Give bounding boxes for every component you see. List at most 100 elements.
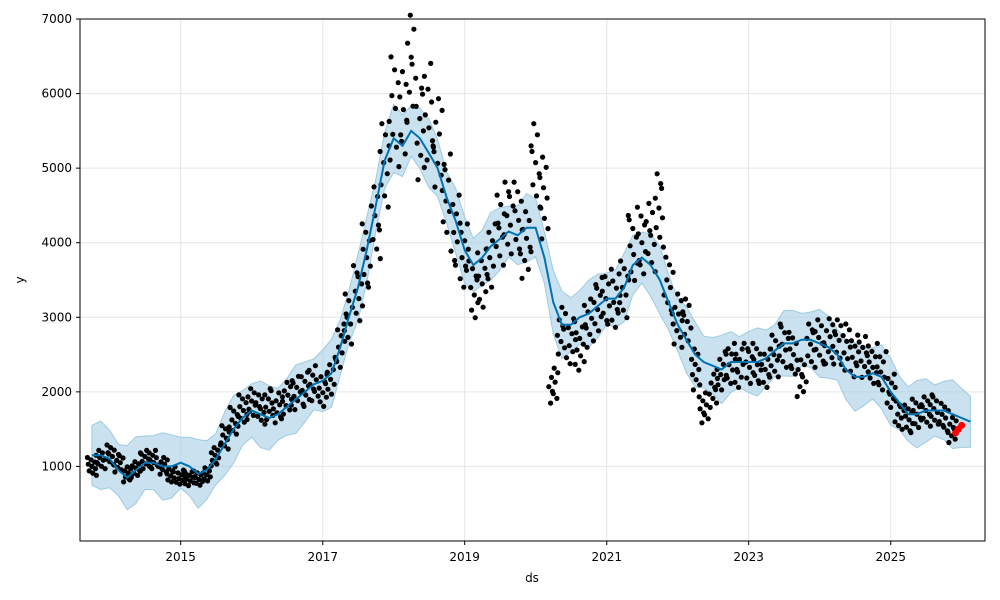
observed-point	[684, 318, 690, 325]
forecast-path	[91, 129, 971, 479]
observed-point	[469, 266, 476, 272]
observed-point	[528, 143, 534, 149]
observed-point	[759, 361, 765, 367]
observed-point	[659, 215, 666, 221]
observed-point	[350, 263, 357, 269]
x-tick-label: 2021	[591, 550, 622, 564]
observed-point	[801, 362, 808, 368]
observed-point	[354, 270, 360, 276]
observed-point	[572, 337, 579, 343]
observed-point	[807, 341, 814, 347]
observed-point	[614, 306, 620, 313]
observed-point	[356, 296, 362, 302]
observed-point	[606, 281, 612, 287]
observed-point	[469, 307, 475, 313]
observed-point	[754, 362, 761, 368]
observed-point	[659, 185, 665, 191]
observed-point	[928, 413, 934, 419]
observed-point	[830, 322, 836, 328]
observed-point	[413, 103, 419, 109]
observed-point	[508, 251, 514, 257]
observed-point	[631, 251, 637, 258]
observed-point	[484, 271, 490, 278]
observed-point	[932, 417, 938, 423]
observed-point	[925, 398, 931, 404]
observed-point	[705, 416, 711, 422]
observed-point	[587, 331, 593, 337]
observed-point	[623, 292, 629, 298]
observed-point	[485, 276, 491, 282]
observed-point	[686, 302, 692, 308]
observed-point	[185, 483, 192, 489]
observed-point	[719, 387, 725, 393]
observed-point	[677, 334, 684, 340]
observed-point	[648, 232, 654, 238]
observed-point	[747, 380, 754, 386]
observed-point	[841, 350, 847, 356]
observed-point	[420, 128, 426, 134]
observed-point	[463, 267, 470, 273]
observed-point	[829, 355, 835, 361]
observed-point	[239, 396, 246, 402]
observed-point	[137, 450, 143, 456]
observed-point	[600, 310, 606, 316]
observed-point	[537, 174, 543, 181]
observed-point	[399, 69, 406, 75]
observed-point	[757, 351, 763, 357]
observed-point	[359, 281, 365, 287]
observed-point	[342, 338, 348, 344]
observed-point	[936, 419, 942, 425]
observed-point	[736, 384, 742, 390]
observed-point	[714, 375, 721, 382]
observed-point	[620, 307, 626, 313]
observed-point	[877, 354, 883, 360]
observed-point	[816, 334, 822, 341]
observed-point	[717, 356, 723, 362]
observed-point	[689, 356, 695, 362]
observed-point	[866, 359, 872, 365]
observed-point	[663, 254, 669, 260]
observed-point	[592, 321, 598, 327]
observed-point	[667, 284, 674, 291]
observed-point	[540, 154, 546, 160]
observed-point	[316, 385, 322, 391]
observed-point	[608, 266, 614, 272]
observed-point	[376, 227, 382, 233]
observed-point	[225, 446, 231, 452]
observed-point	[112, 469, 118, 475]
observed-point	[361, 271, 367, 278]
observed-point	[171, 475, 177, 481]
observed-point	[875, 379, 881, 385]
observed-point	[682, 296, 689, 302]
observed-point	[871, 380, 877, 386]
observed-point	[504, 213, 510, 219]
observed-point	[552, 379, 558, 385]
observed-point	[102, 466, 108, 472]
observed-point	[739, 346, 745, 352]
observed-point	[226, 424, 232, 430]
observed-point	[357, 318, 363, 324]
observed-point	[723, 372, 729, 378]
observed-point	[597, 292, 603, 298]
observed-point	[741, 340, 747, 346]
observed-point	[109, 453, 115, 460]
observed-point	[953, 418, 959, 424]
observed-point	[711, 371, 717, 377]
forecast-line	[91, 129, 971, 479]
observed-point	[289, 378, 295, 384]
observed-point	[475, 250, 481, 256]
observed-point	[612, 324, 619, 330]
observed-point	[327, 362, 333, 368]
observed-point	[670, 269, 676, 275]
observed-point	[310, 372, 316, 378]
observed-point	[385, 204, 391, 210]
observed-point	[885, 375, 891, 382]
observed-point	[510, 203, 516, 209]
observed-point	[862, 333, 869, 340]
observed-point	[281, 388, 287, 394]
x-tick-label: 2023	[733, 550, 764, 564]
observed-point	[379, 121, 385, 127]
observed-point	[852, 343, 858, 349]
observed-point	[496, 225, 502, 231]
observed-point	[348, 341, 355, 347]
